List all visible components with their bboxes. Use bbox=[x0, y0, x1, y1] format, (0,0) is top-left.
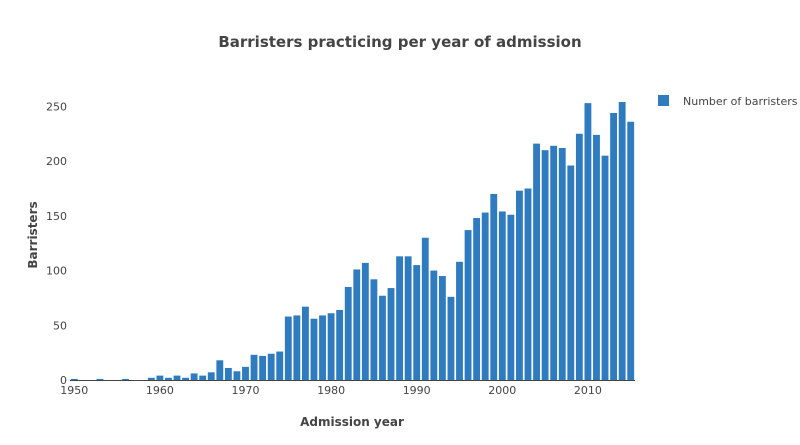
bars-group bbox=[70, 102, 635, 381]
bar-1981[interactable] bbox=[336, 309, 344, 380]
bar-2014[interactable] bbox=[618, 102, 626, 380]
bar-1994[interactable] bbox=[447, 296, 455, 380]
bar-1964[interactable] bbox=[190, 373, 198, 380]
bar-2015[interactable] bbox=[627, 121, 635, 381]
bar-1993[interactable] bbox=[438, 276, 446, 380]
y-tick-label-100: 100 bbox=[46, 265, 67, 278]
bar-1967[interactable] bbox=[216, 360, 224, 380]
bar-2010[interactable] bbox=[584, 103, 592, 380]
x-tick-labels: 1950 1960 1970 1980 1990 2000 2010 bbox=[60, 384, 602, 397]
bar-1985[interactable] bbox=[370, 279, 378, 380]
bar-2012[interactable] bbox=[601, 155, 609, 380]
bar-2007[interactable] bbox=[558, 148, 566, 380]
bar-1979[interactable] bbox=[319, 315, 326, 380]
bar-1953[interactable] bbox=[96, 378, 104, 380]
y-tick-label-150: 150 bbox=[46, 210, 67, 223]
bar-1990[interactable] bbox=[413, 265, 421, 380]
bar-1980[interactable] bbox=[327, 313, 335, 380]
bar-1984[interactable] bbox=[361, 262, 369, 380]
legend-label-number-of-barristers: Number of barristers bbox=[683, 95, 798, 108]
x-axis-title: Admission year bbox=[300, 415, 404, 429]
y-axis-title: Barristers bbox=[26, 201, 40, 268]
bar-1978[interactable] bbox=[310, 318, 318, 380]
bar-1974[interactable] bbox=[276, 351, 284, 380]
bar-1988[interactable] bbox=[396, 256, 404, 380]
bar-1995[interactable] bbox=[456, 261, 463, 380]
bar-1950[interactable] bbox=[70, 378, 78, 380]
y-tick-labels: 0 50 100 150 200 250 bbox=[46, 100, 67, 387]
bar-1959[interactable] bbox=[147, 377, 155, 380]
bar-1972[interactable] bbox=[259, 355, 267, 380]
y-tick-label-0: 0 bbox=[60, 374, 67, 387]
legend[interactable]: Number of barristers bbox=[658, 95, 798, 108]
bar-1962[interactable] bbox=[173, 375, 181, 380]
bar-1966[interactable] bbox=[207, 372, 215, 380]
legend-swatch-number-of-barristers bbox=[658, 95, 669, 106]
bar-1987[interactable] bbox=[387, 288, 395, 380]
x-tick-label-2000: 2000 bbox=[488, 384, 516, 397]
bar-2006[interactable] bbox=[550, 145, 558, 380]
bar-2002[interactable] bbox=[516, 190, 523, 380]
x-tick-label-2010: 2010 bbox=[574, 384, 602, 397]
bar-1992[interactable] bbox=[430, 270, 438, 380]
bar-1960[interactable] bbox=[156, 375, 164, 380]
bar-1982[interactable] bbox=[344, 286, 352, 380]
x-tick-label-1990: 1990 bbox=[403, 384, 431, 397]
y-tick-label-50: 50 bbox=[53, 319, 67, 332]
bar-2009[interactable] bbox=[575, 133, 583, 380]
bar-2013[interactable] bbox=[610, 112, 618, 380]
bar-2001[interactable] bbox=[507, 214, 515, 380]
bar-1976[interactable] bbox=[293, 315, 301, 380]
bar-1971[interactable] bbox=[250, 354, 258, 380]
bar-1963[interactable] bbox=[182, 377, 189, 380]
bar-1986[interactable] bbox=[379, 295, 386, 380]
chart-title: Barristers practicing per year of admiss… bbox=[218, 33, 581, 51]
bar-2008[interactable] bbox=[567, 165, 575, 380]
x-tick-label-1980: 1980 bbox=[317, 384, 345, 397]
bar-1989[interactable] bbox=[404, 256, 412, 380]
bar-1983[interactable] bbox=[353, 269, 361, 380]
bar-1973[interactable] bbox=[267, 353, 275, 380]
y-tick-label-200: 200 bbox=[46, 155, 67, 168]
bar-1975[interactable] bbox=[284, 316, 292, 380]
bar-1956[interactable] bbox=[122, 378, 130, 380]
bar-1965[interactable] bbox=[199, 375, 207, 380]
bar-1996[interactable] bbox=[464, 230, 472, 380]
bar-1999[interactable] bbox=[490, 193, 498, 380]
bar-2004[interactable] bbox=[533, 143, 540, 380]
bar-1969[interactable] bbox=[233, 371, 241, 380]
bar-1991[interactable] bbox=[421, 237, 429, 380]
bar-2000[interactable] bbox=[498, 211, 506, 380]
bar-2011[interactable] bbox=[593, 134, 600, 380]
bar-1977[interactable] bbox=[301, 306, 309, 380]
x-tick-label-1950: 1950 bbox=[60, 384, 88, 397]
y-tick-label-250: 250 bbox=[46, 100, 67, 113]
x-tick-label-1970: 1970 bbox=[231, 384, 259, 397]
x-tick-label-1960: 1960 bbox=[146, 384, 174, 397]
bar-2005[interactable] bbox=[541, 150, 549, 380]
bar-2003[interactable] bbox=[524, 188, 532, 380]
bar-1961[interactable] bbox=[165, 377, 172, 380]
bar-1970[interactable] bbox=[242, 366, 249, 380]
bar-1998[interactable] bbox=[481, 212, 489, 380]
bar-1968[interactable] bbox=[224, 367, 232, 380]
bar-1997[interactable] bbox=[473, 218, 481, 380]
